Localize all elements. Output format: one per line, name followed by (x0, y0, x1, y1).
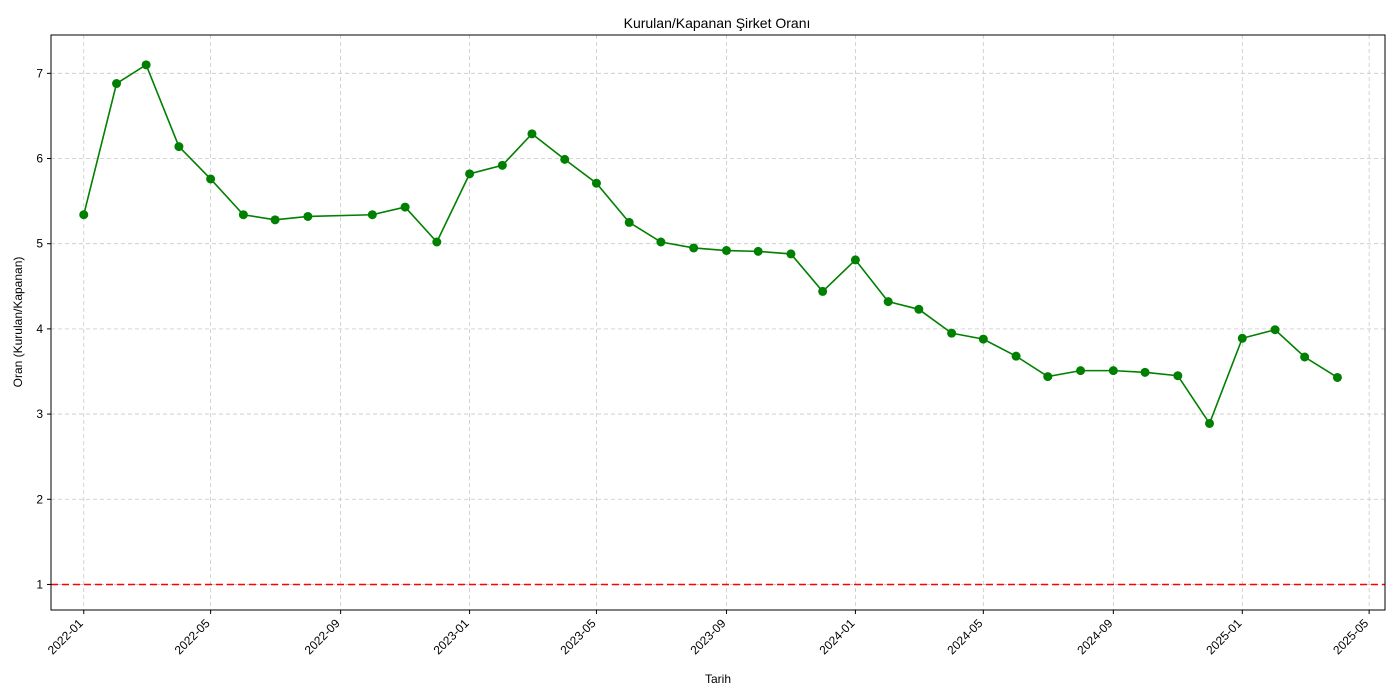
x-tick-label: 2023-09 (688, 616, 729, 657)
x-axis-ticks: 2022-01 2022-05 2022-09 2023-01 2023-05 2023-… (45, 610, 1371, 657)
x-tick-label: 2025-01 (1203, 616, 1244, 657)
x-tick-label: 2023-01 (431, 616, 472, 657)
data-point (367, 210, 377, 220)
data-point (1237, 333, 1247, 343)
data-point (624, 217, 634, 227)
data-point (1140, 367, 1150, 377)
data-point (786, 249, 796, 259)
data-point (1108, 366, 1118, 376)
x-tick-label: 2022-01 (45, 616, 86, 657)
y-tick-label: 1 (36, 577, 43, 591)
data-point (270, 215, 280, 225)
data-point (914, 304, 924, 314)
chart-title: Kurulan/Kapanan Şirket Oranı (624, 15, 811, 31)
data-point (1205, 418, 1215, 428)
x-tick-label: 2024-01 (816, 616, 857, 657)
x-tick-label: 2025-05 (1330, 616, 1371, 657)
data-point (432, 237, 442, 247)
data-point (591, 178, 601, 188)
data-point (883, 297, 893, 307)
data-point (721, 246, 731, 256)
data-point (1332, 372, 1342, 382)
y-tick-label: 7 (36, 66, 43, 80)
plot-area-frame (50, 34, 1386, 611)
data-point (527, 129, 537, 139)
data-point (818, 286, 828, 296)
data-point (656, 237, 666, 247)
data-point (1011, 351, 1021, 361)
x-tick-label: 2022-09 (302, 616, 343, 657)
y-tick-label: 4 (36, 322, 43, 336)
data-point (947, 328, 957, 338)
data-point (400, 202, 410, 212)
x-axis-label: Tarih (705, 672, 731, 686)
data-point (753, 246, 763, 256)
y-tick-label: 5 (36, 237, 43, 251)
data-point (112, 79, 122, 89)
x-tick-label: 2023-05 (558, 616, 599, 657)
y-axis-label: Oran (Kurulan/Kapanan) (11, 257, 25, 388)
data-point (141, 60, 151, 70)
data-point (497, 160, 507, 170)
data-point (1270, 325, 1280, 335)
data-point (174, 142, 184, 152)
data-point (978, 334, 988, 344)
y-tick-label: 3 (36, 407, 43, 421)
data-point (689, 243, 699, 253)
y-tick-label: 2 (36, 492, 43, 506)
data-point (850, 255, 860, 265)
x-tick-label: 2024-05 (944, 616, 985, 657)
data-point (303, 211, 313, 221)
series-layer (79, 60, 1342, 428)
data-point (1300, 352, 1310, 362)
data-point (79, 210, 89, 220)
data-point (1173, 371, 1183, 381)
data-point (465, 169, 475, 179)
data-point (560, 154, 570, 164)
data-point (1076, 366, 1086, 376)
x-tick-label: 2022-05 (172, 616, 213, 657)
grid (51, 35, 1385, 610)
y-tick-label: 6 (36, 152, 43, 166)
data-point (238, 210, 248, 220)
data-point (206, 174, 216, 184)
y-axis-ticks: 1 2 3 4 5 6 7 (36, 66, 51, 591)
data-point (1043, 372, 1053, 382)
x-tick-label: 2024-09 (1074, 616, 1115, 657)
series-line (82, 63, 1338, 426)
